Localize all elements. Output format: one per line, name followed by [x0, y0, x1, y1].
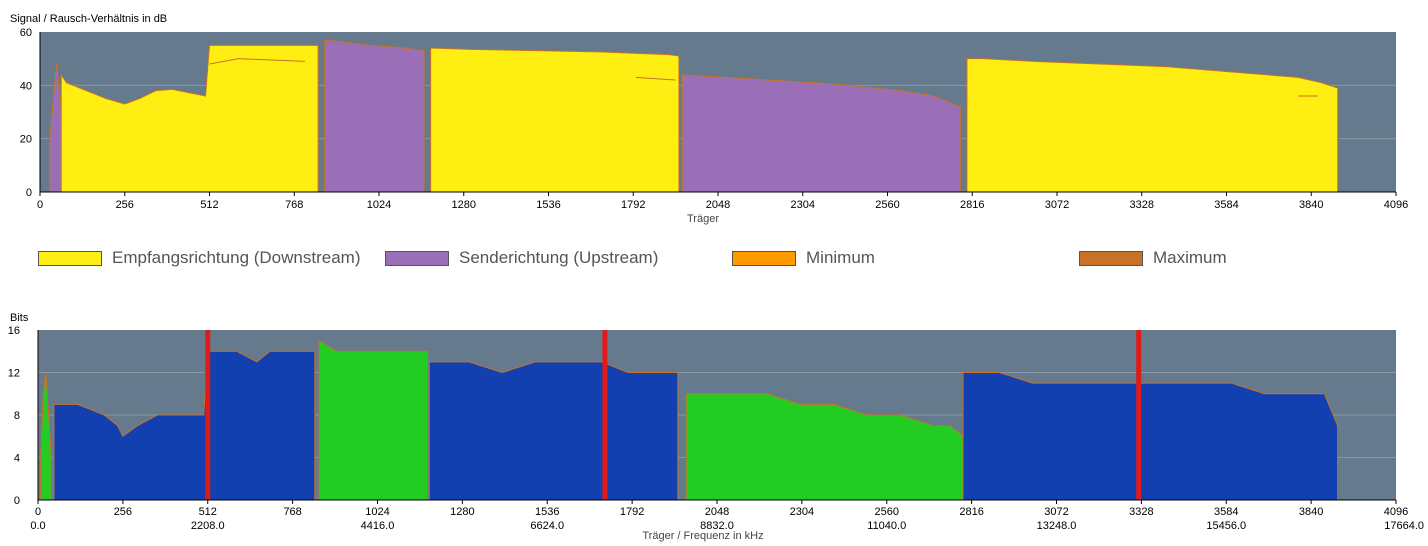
- legend-maximum: Maximum: [1079, 248, 1227, 268]
- bits-markers: [205, 330, 1142, 500]
- bits-upstream-area: [685, 393, 964, 501]
- bits-y-tick-label: 8: [14, 410, 20, 422]
- bits-y-tick-label: 16: [8, 325, 20, 337]
- bits-marker-line: [205, 330, 211, 500]
- snr-x-tick-label: 2816: [960, 199, 984, 211]
- bits-frequency-tick-label: 15456.0: [1206, 520, 1246, 532]
- bits-downstream-area: [428, 361, 679, 501]
- bits-y-ticks: 0 4 8 12 16: [8, 325, 20, 507]
- snr-x-tick-label: 3584: [1214, 199, 1238, 211]
- legend-label-upstream: Senderichtung (Upstream): [459, 248, 659, 267]
- bits-frequency-tick-label: 6624.0: [530, 520, 564, 532]
- bits-upstream-area: [318, 339, 429, 501]
- snr-y-tick-label: 40: [20, 80, 32, 92]
- snr-minimum-line: [635, 76, 676, 81]
- snr-x-tick-label: 768: [285, 199, 303, 211]
- bits-x-tick-label: 1280: [450, 506, 474, 518]
- bits-frequency-tick-label: 0.0: [30, 520, 45, 532]
- legend-swatch-upstream: [385, 250, 449, 266]
- legend-label-maximum: Maximum: [1153, 248, 1227, 267]
- snr-series: [49, 39, 1339, 193]
- bits-x-tick-label: 3328: [1129, 506, 1153, 518]
- bits-x-tick-label: 3840: [1299, 506, 1323, 518]
- snr-x-tick-label: 4096: [1384, 199, 1408, 211]
- snr-x-tick-label: 1792: [621, 199, 645, 211]
- bits-x-tick-label: 1536: [535, 506, 559, 518]
- snr-x-tick-label: 2560: [875, 199, 899, 211]
- snr-x-tick-label: 256: [116, 199, 134, 211]
- snr-y-tick-label: 20: [20, 134, 32, 146]
- bits-x-tick-label: 1792: [620, 506, 644, 518]
- snr-upstream-area: [324, 39, 425, 193]
- bits-ylabel: Bits: [10, 312, 29, 324]
- snr-x-tick-label: 3840: [1299, 199, 1323, 211]
- snr-x-tick-label: 512: [200, 199, 218, 211]
- snr-ylabel: Signal / Rausch-Verhältnis in dB: [10, 13, 167, 25]
- snr-downstream-area: [60, 44, 319, 193]
- snr-x-tick-label: 2304: [791, 199, 815, 211]
- bits-y-tick-label: 0: [14, 495, 20, 507]
- bits-frequency-tick-label: 4416.0: [361, 520, 395, 532]
- snr-xlabel: Träger: [687, 213, 719, 225]
- bits-x-tick-label: 512: [199, 506, 217, 518]
- legend-label-downstream: Empfangsrichtung (Downstream): [112, 248, 361, 267]
- bits-frequency-tick-label: 17664.0: [1384, 520, 1424, 532]
- bits-series: [40, 339, 1339, 501]
- bits-x-tick-label: 2816: [959, 506, 983, 518]
- snr-x-tick-label: 3328: [1130, 199, 1154, 211]
- bits-x-tick-label: 2048: [705, 506, 729, 518]
- snr-minimum-line: [209, 58, 305, 65]
- legend-swatch-maximum: [1079, 250, 1143, 266]
- bits-x-tick-label: 3584: [1214, 506, 1238, 518]
- bits-y-tick-label: 4: [14, 453, 20, 465]
- snr-downstream-area: [430, 47, 680, 193]
- snr-x-tick-label: 1536: [536, 199, 560, 211]
- bits-downstream-area: [962, 372, 1339, 501]
- bits-frequency-tick-label: 11040.0: [867, 520, 906, 532]
- bits-x-tick-label: 4096: [1384, 506, 1408, 518]
- snr-y-ticks: 0 20 40 60: [20, 27, 32, 199]
- bits-x-tick-label: 3072: [1044, 506, 1068, 518]
- legend-swatch-downstream: [38, 250, 102, 266]
- legend-minimum: Minimum: [732, 248, 875, 268]
- bits-x-ticks: 0 256 512 768 1024 1280 1536 1792 2048 2304 2560 28…: [35, 500, 1408, 518]
- bits-x-tick-label: 2560: [875, 506, 899, 518]
- snr-x-tick-label: 1024: [367, 199, 391, 211]
- bits-x-tick-label: 256: [114, 506, 132, 518]
- legend-downstream: Empfangsrichtung (Downstream): [38, 248, 360, 268]
- bits-frequency-tick-label: 13248.0: [1037, 520, 1077, 532]
- bits-x-tick-label: 0: [35, 506, 41, 518]
- bits-frequency-ticks: 0.0 2208.0 4416.0 6624.0 8832.0 11040.0 13248.…: [30, 520, 1424, 532]
- snr-x-ticks: 0 256 512 768 1024 1280 1536 1792 2048 2304 2560 28…: [37, 192, 1408, 211]
- bits-frequency-tick-label: 8832.0: [700, 520, 734, 532]
- snr-upstream-area: [681, 74, 961, 193]
- bits-upstream-area: [40, 372, 52, 501]
- bits-marker-line: [602, 330, 608, 500]
- bits-x-tick-label: 2304: [790, 506, 814, 518]
- bits-x-tick-label: 768: [283, 506, 301, 518]
- bits-downstream-area: [53, 350, 316, 501]
- snr-x-tick-label: 0: [37, 199, 43, 211]
- snr-x-tick-label: 2048: [706, 199, 730, 211]
- bits-x-tick-label: 1024: [365, 506, 389, 518]
- bits-marker-line: [1136, 330, 1142, 500]
- bits-y-tick-label: 12: [8, 368, 20, 380]
- snr-x-tick-label: 3072: [1045, 199, 1069, 211]
- snr-x-tick-label: 1280: [452, 199, 476, 211]
- legend-upstream: Senderichtung (Upstream): [385, 248, 658, 268]
- snr-y-tick-label: 60: [20, 27, 32, 39]
- legend-label-minimum: Minimum: [806, 248, 875, 267]
- snr-downstream-area: [966, 58, 1339, 193]
- legend-swatch-minimum: [732, 250, 796, 266]
- snr-y-tick-label: 0: [26, 187, 32, 199]
- bits-frequency-tick-label: 2208.0: [191, 520, 225, 532]
- bits-xlabel: Träger / Frequenz in kHz: [642, 530, 763, 542]
